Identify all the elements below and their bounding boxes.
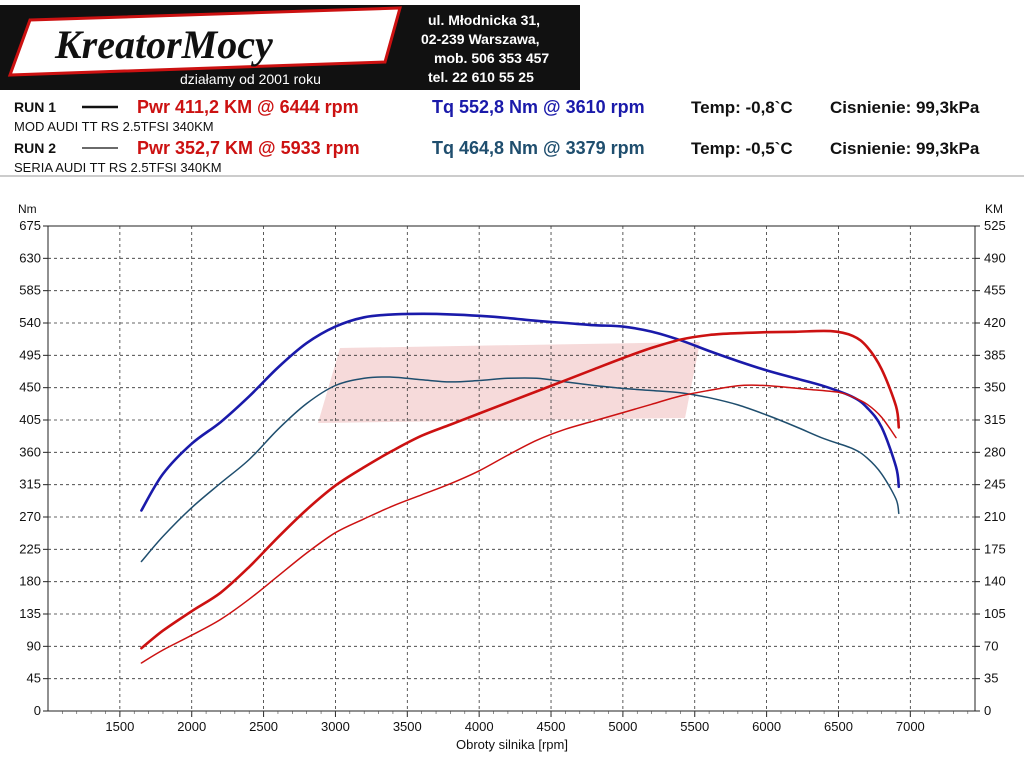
x-tick-label: 6500	[824, 719, 853, 734]
run-2-temp: Temp: -0,5`C	[691, 139, 793, 158]
run-2-power: Pwr 352,7 KM @ 5933 rpm	[137, 138, 360, 158]
y-left-tick-label: 630	[19, 250, 41, 265]
x-tick-label: 4000	[465, 719, 494, 734]
x-tick-label: 5500	[680, 719, 709, 734]
run-1-label: RUN 1	[14, 99, 56, 115]
run-1-torque-line	[140, 312, 901, 512]
x-tick-label: 3000	[321, 719, 350, 734]
axis-ticks: 1500 2000 2500 3000 3500 4000 4500 5000 5500 6000…	[19, 218, 1005, 734]
run-2-power-line	[140, 384, 897, 664]
x-tick-label: 3500	[393, 719, 422, 734]
run-1-vehicle: MOD AUDI TT RS 2.5TFSI 340KM	[14, 119, 214, 134]
x-tick-label: 4500	[537, 719, 566, 734]
run-1-power-line	[140, 329, 901, 650]
y-left-tick-label: 495	[19, 347, 41, 362]
y-axis-left-label: Nm	[18, 202, 37, 216]
run-2-pressure: Cisnienie: 99,3kPa	[830, 139, 980, 158]
x-tick-label: 5000	[608, 719, 637, 734]
y-left-tick-label: 45	[27, 671, 41, 686]
y-axis-right-label: KM	[985, 202, 1003, 216]
y-right-tick-label: 280	[984, 444, 1006, 459]
x-tick-label: 2500	[249, 719, 278, 734]
series-lines	[140, 312, 901, 664]
y-left-tick-label: 0	[34, 703, 41, 718]
address-line-3: mob. 506 353 457	[434, 50, 549, 66]
plot-frame	[47, 225, 976, 712]
y-right-tick-label: 105	[984, 606, 1006, 621]
run-1-pressure: Cisnienie: 99,3kPa	[830, 98, 980, 117]
y-left-tick-label: 135	[19, 606, 41, 621]
address-line-4: tel. 22 610 55 25	[428, 69, 534, 85]
run-1-power: Pwr 411,2 KM @ 6444 rpm	[137, 97, 359, 117]
y-right-tick-label: 455	[984, 283, 1006, 298]
run-2-torque-line	[140, 376, 900, 563]
run-2-vehicle: SERIA AUDI TT RS 2.5TFSI 340KM	[14, 160, 222, 175]
y-left-tick-label: 270	[19, 509, 41, 524]
x-tick-label: 2000	[177, 719, 206, 734]
watermark	[318, 342, 700, 423]
logo-panel: KreatorMocy działamy od 2001 roku	[0, 5, 415, 90]
y-right-tick-label: 490	[984, 250, 1006, 265]
x-tick-label: 1500	[105, 719, 134, 734]
y-right-tick-label: 210	[984, 509, 1006, 524]
run-2-info: RUN 2 Pwr 352,7 KM @ 5933 rpm Tq 464,8 N…	[14, 138, 980, 175]
y-right-tick-label: 525	[984, 218, 1006, 233]
grid	[48, 226, 975, 711]
y-left-tick-label: 315	[19, 477, 41, 492]
y-right-tick-label: 35	[984, 671, 998, 686]
y-left-tick-label: 360	[19, 444, 41, 459]
logo-text: KreatorMocy	[54, 22, 273, 67]
y-left-tick-label: 450	[19, 380, 41, 395]
y-left-tick-label: 225	[19, 541, 41, 556]
y-left-tick-label: 585	[19, 283, 41, 298]
address-line-2: 02-239 Warszawa,	[421, 31, 540, 47]
run-1-temp: Temp: -0,8`C	[691, 98, 793, 117]
y-left-tick-label: 675	[19, 218, 41, 233]
y-right-tick-label: 0	[984, 703, 991, 718]
y-right-tick-label: 420	[984, 315, 1006, 330]
run-1-torque: Tq 552,8 Nm @ 3610 rpm	[432, 97, 645, 117]
y-right-tick-label: 245	[984, 477, 1006, 492]
y-right-tick-label: 70	[984, 638, 998, 653]
y-right-tick-label: 315	[984, 412, 1006, 427]
y-right-tick-label: 350	[984, 380, 1006, 395]
y-left-tick-label: 405	[19, 412, 41, 427]
address-panel: ul. Młodnicka 31, 02-239 Warszawa, mob. …	[415, 5, 580, 90]
y-right-tick-label: 140	[984, 574, 1006, 589]
y-right-tick-label: 175	[984, 541, 1006, 556]
run-2-label: RUN 2	[14, 140, 56, 156]
run-1-info: RUN 1 Pwr 411,2 KM @ 6444 rpm Tq 552,8 N…	[14, 97, 980, 134]
run-2-torque: Tq 464,8 Nm @ 3379 rpm	[432, 138, 645, 158]
y-right-tick-label: 385	[984, 347, 1006, 362]
address-line-1: ul. Młodnicka 31,	[428, 12, 540, 28]
y-left-tick-label: 180	[19, 574, 41, 589]
x-tick-label: 6000	[752, 719, 781, 734]
y-left-tick-label: 90	[27, 638, 41, 653]
x-tick-label: 7000	[896, 719, 925, 734]
y-left-tick-label: 540	[19, 315, 41, 330]
x-axis-label: Obroty silnika [rpm]	[456, 737, 568, 752]
logo-tagline: działamy od 2001 roku	[180, 71, 321, 87]
